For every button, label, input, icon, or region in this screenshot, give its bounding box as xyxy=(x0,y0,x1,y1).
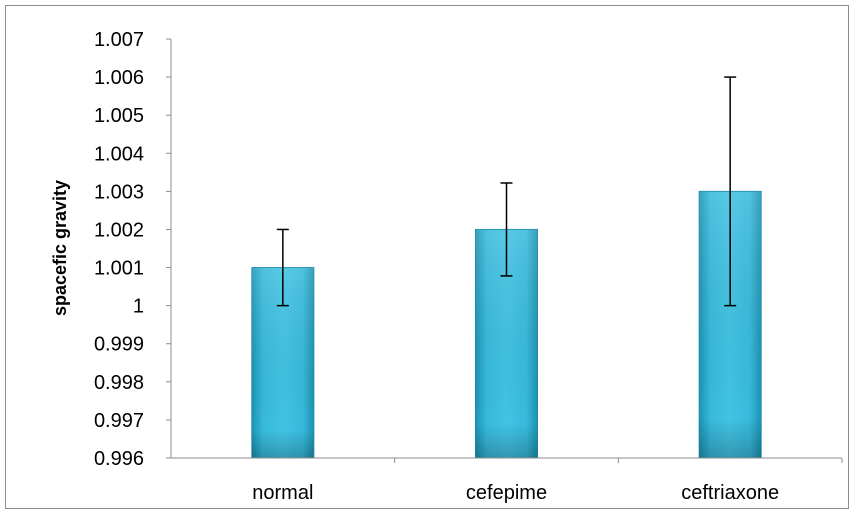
y-tick-label: 0.999 xyxy=(94,334,144,356)
y-tick-label: 1.006 xyxy=(94,67,144,89)
x-axis: normal cefepime ceftriaxone xyxy=(171,457,843,504)
y-tick-label: 0.997 xyxy=(94,410,144,432)
y-tick-label: 1 xyxy=(133,296,144,318)
y-tick-label: 1.007 xyxy=(94,29,144,51)
y-tick-label: 1.002 xyxy=(94,219,144,241)
x-tick-label: ceftriaxone xyxy=(681,482,779,504)
y-tick-label: 1.004 xyxy=(94,143,144,165)
y-tick-label: 0.996 xyxy=(94,448,144,470)
error-bars xyxy=(276,76,737,307)
x-tick-label: normal xyxy=(252,482,313,504)
y-tick-label: 0.998 xyxy=(94,372,144,394)
y-tick-label: 1.005 xyxy=(94,105,144,127)
y-tick-label: 1.003 xyxy=(94,181,144,203)
y-tick-label: 1.001 xyxy=(94,258,144,280)
y-axis: 0.996 0.997 0.998 0.999 1 1.001 1.002 1.003 1.00… xyxy=(94,29,172,470)
y-axis-title: spacefic gravity xyxy=(50,180,70,316)
x-tick-label: cefepime xyxy=(466,482,547,504)
